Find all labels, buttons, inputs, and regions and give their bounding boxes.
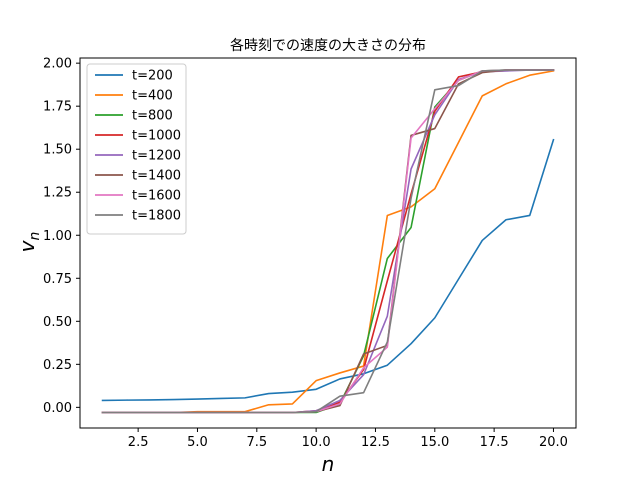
chart-title: 各時刻での速度の大きさの分布 xyxy=(230,38,426,54)
x-tick-label: 10.0 xyxy=(302,435,331,450)
y-tick-label: 2.00 xyxy=(43,57,72,72)
x-tick-label: 2.5 xyxy=(128,435,149,450)
plot-frame xyxy=(79,57,577,429)
x-tick-label: 17.5 xyxy=(480,435,509,450)
y-axis-label-subscript: n xyxy=(27,232,43,241)
y-tick-label: 0.75 xyxy=(43,272,72,287)
y-axis-label-main: v xyxy=(15,239,39,252)
series-line-t=1800 xyxy=(101,69,555,414)
legend-label: t=1400 xyxy=(132,169,181,184)
legend: t=200 t=400 t=800 t=1000 t=1200 t=1400 t=1600 t… xyxy=(86,63,187,235)
x-tick-label: 12.5 xyxy=(361,435,390,450)
y-tick-label: 1.25 xyxy=(43,186,72,201)
x-axis-label: n xyxy=(322,452,335,476)
legend-label: t=200 xyxy=(132,69,173,84)
y-tick-label: 0.25 xyxy=(43,358,72,373)
legend-label: t=1000 xyxy=(132,129,181,144)
plot-area xyxy=(101,69,555,414)
legend-label: t=1200 xyxy=(132,149,181,164)
legend-box xyxy=(86,63,187,235)
y-tick-label: 0.50 xyxy=(43,315,72,330)
x-tick-label: 5.0 xyxy=(187,435,208,450)
y-tick-label: 1.00 xyxy=(43,229,72,244)
legend-label: t=1600 xyxy=(132,189,181,204)
y-axis-label: vn xyxy=(15,232,43,253)
x-tick-label: 20.0 xyxy=(539,435,568,450)
legend-label: t=800 xyxy=(132,109,173,124)
axis-ticks: 2.5 5.0 7.5 10.0 12.5 15.0 17.5 20.0 0.00 0.25 0.5… xyxy=(43,57,568,450)
series-line-t=200 xyxy=(101,138,555,402)
legend-label: t=1800 xyxy=(132,209,181,224)
legend-label: t=400 xyxy=(132,89,173,104)
x-tick-label: 7.5 xyxy=(246,435,267,450)
y-tick-label: 1.50 xyxy=(43,143,72,158)
y-tick-label: 1.75 xyxy=(43,100,72,115)
x-tick-label: 15.0 xyxy=(420,435,449,450)
y-tick-label: 0.00 xyxy=(43,401,72,416)
